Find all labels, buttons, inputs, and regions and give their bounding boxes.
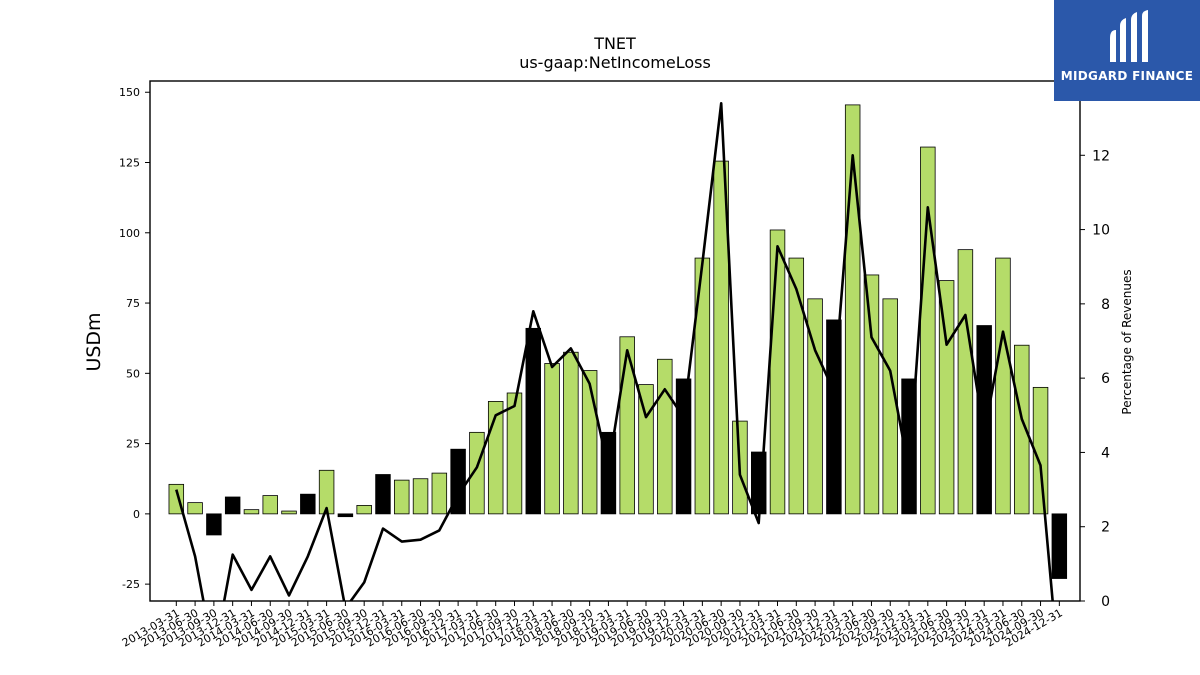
bar-2017-09-30 xyxy=(506,392,523,515)
y2-tick-label: 2 xyxy=(1101,520,1110,536)
plot-frame xyxy=(149,80,1081,602)
y-tick-label: 150 xyxy=(119,86,140,99)
bar-2023-03-31 xyxy=(920,146,936,515)
logo-text: MIDGARD FINANCE xyxy=(1060,69,1194,83)
logo-mark-icon xyxy=(1110,10,1148,62)
y-tick-label: -25 xyxy=(122,578,140,591)
bar-2013-09-30 xyxy=(206,513,222,536)
bar-2015-09-30 xyxy=(356,505,372,515)
y2-tick-label: 4 xyxy=(1101,445,1110,461)
y-tick-label: 50 xyxy=(126,367,140,380)
bar-2024-12-31 xyxy=(1051,513,1068,579)
y2-tick-label: 6 xyxy=(1101,371,1110,387)
bar-2015-06-30 xyxy=(337,513,354,518)
brand-logo: MIDGARD FINANCE xyxy=(1054,0,1200,101)
bar-2013-12-31 xyxy=(224,496,241,515)
bar-2017-06-30 xyxy=(487,401,504,515)
bar-2016-06-30 xyxy=(412,478,429,515)
bar-2014-03-31 xyxy=(243,509,260,515)
chart-subtitle: us-gaap:NetIncomeLoss xyxy=(519,53,711,72)
bar-2021-09-30 xyxy=(807,298,823,515)
bar-2017-12-31 xyxy=(525,327,541,515)
bar-2013-06-30 xyxy=(187,502,203,515)
bar-2021-12-31 xyxy=(826,319,842,515)
bar-2019-06-30 xyxy=(638,384,654,515)
bar-2016-03-31 xyxy=(394,479,410,515)
y-tick-label: 100 xyxy=(119,227,140,240)
bar-series xyxy=(168,104,1068,579)
y-axis-label: USDm xyxy=(83,312,105,371)
y2-tick-label: 8 xyxy=(1101,297,1110,313)
bar-2014-09-30 xyxy=(281,510,297,515)
bar-2015-12-31 xyxy=(375,474,391,515)
y-tick-label: 0 xyxy=(133,508,140,521)
y-tick-label: 75 xyxy=(126,297,140,310)
y2-axis-label: Percentage of Revenues xyxy=(1120,269,1134,414)
chart-title: TNET xyxy=(593,34,636,53)
bar-2019-09-30 xyxy=(657,358,673,515)
y-tick-label: 25 xyxy=(126,438,140,451)
bar-2021-03-31 xyxy=(769,229,786,515)
bar-2017-03-31 xyxy=(469,431,485,515)
axes: -2502550751001251500246810122013-03-3120… xyxy=(119,80,1110,650)
bar-2018-09-30 xyxy=(581,370,598,515)
bar-2023-09-30 xyxy=(957,249,974,515)
bar-2018-03-31 xyxy=(544,363,560,515)
bar-2022-09-30 xyxy=(882,298,898,515)
pct-revenue-line xyxy=(175,102,1054,601)
y2-tick-label: 10 xyxy=(1092,223,1110,239)
bar-2014-12-31 xyxy=(300,493,316,515)
bar-2024-03-31 xyxy=(995,257,1011,515)
bar-2023-12-31 xyxy=(976,325,992,515)
bar-2019-12-31 xyxy=(675,378,692,515)
y-tick-label: 125 xyxy=(119,157,140,170)
bar-2024-06-30 xyxy=(1014,344,1030,515)
y2-tick-label: 0 xyxy=(1101,594,1110,610)
bar-2022-06-30 xyxy=(863,274,880,515)
line-series xyxy=(175,102,1054,601)
bar-2019-03-31 xyxy=(619,336,635,515)
bar-2014-06-30 xyxy=(262,495,278,515)
bar-2018-06-30 xyxy=(563,351,579,515)
bar-2020-06-30 xyxy=(713,160,729,515)
bar-2016-09-30 xyxy=(431,472,448,515)
bar-2016-12-31 xyxy=(450,448,466,515)
bar-2021-06-30 xyxy=(788,257,805,515)
y2-tick-label: 12 xyxy=(1092,148,1110,164)
